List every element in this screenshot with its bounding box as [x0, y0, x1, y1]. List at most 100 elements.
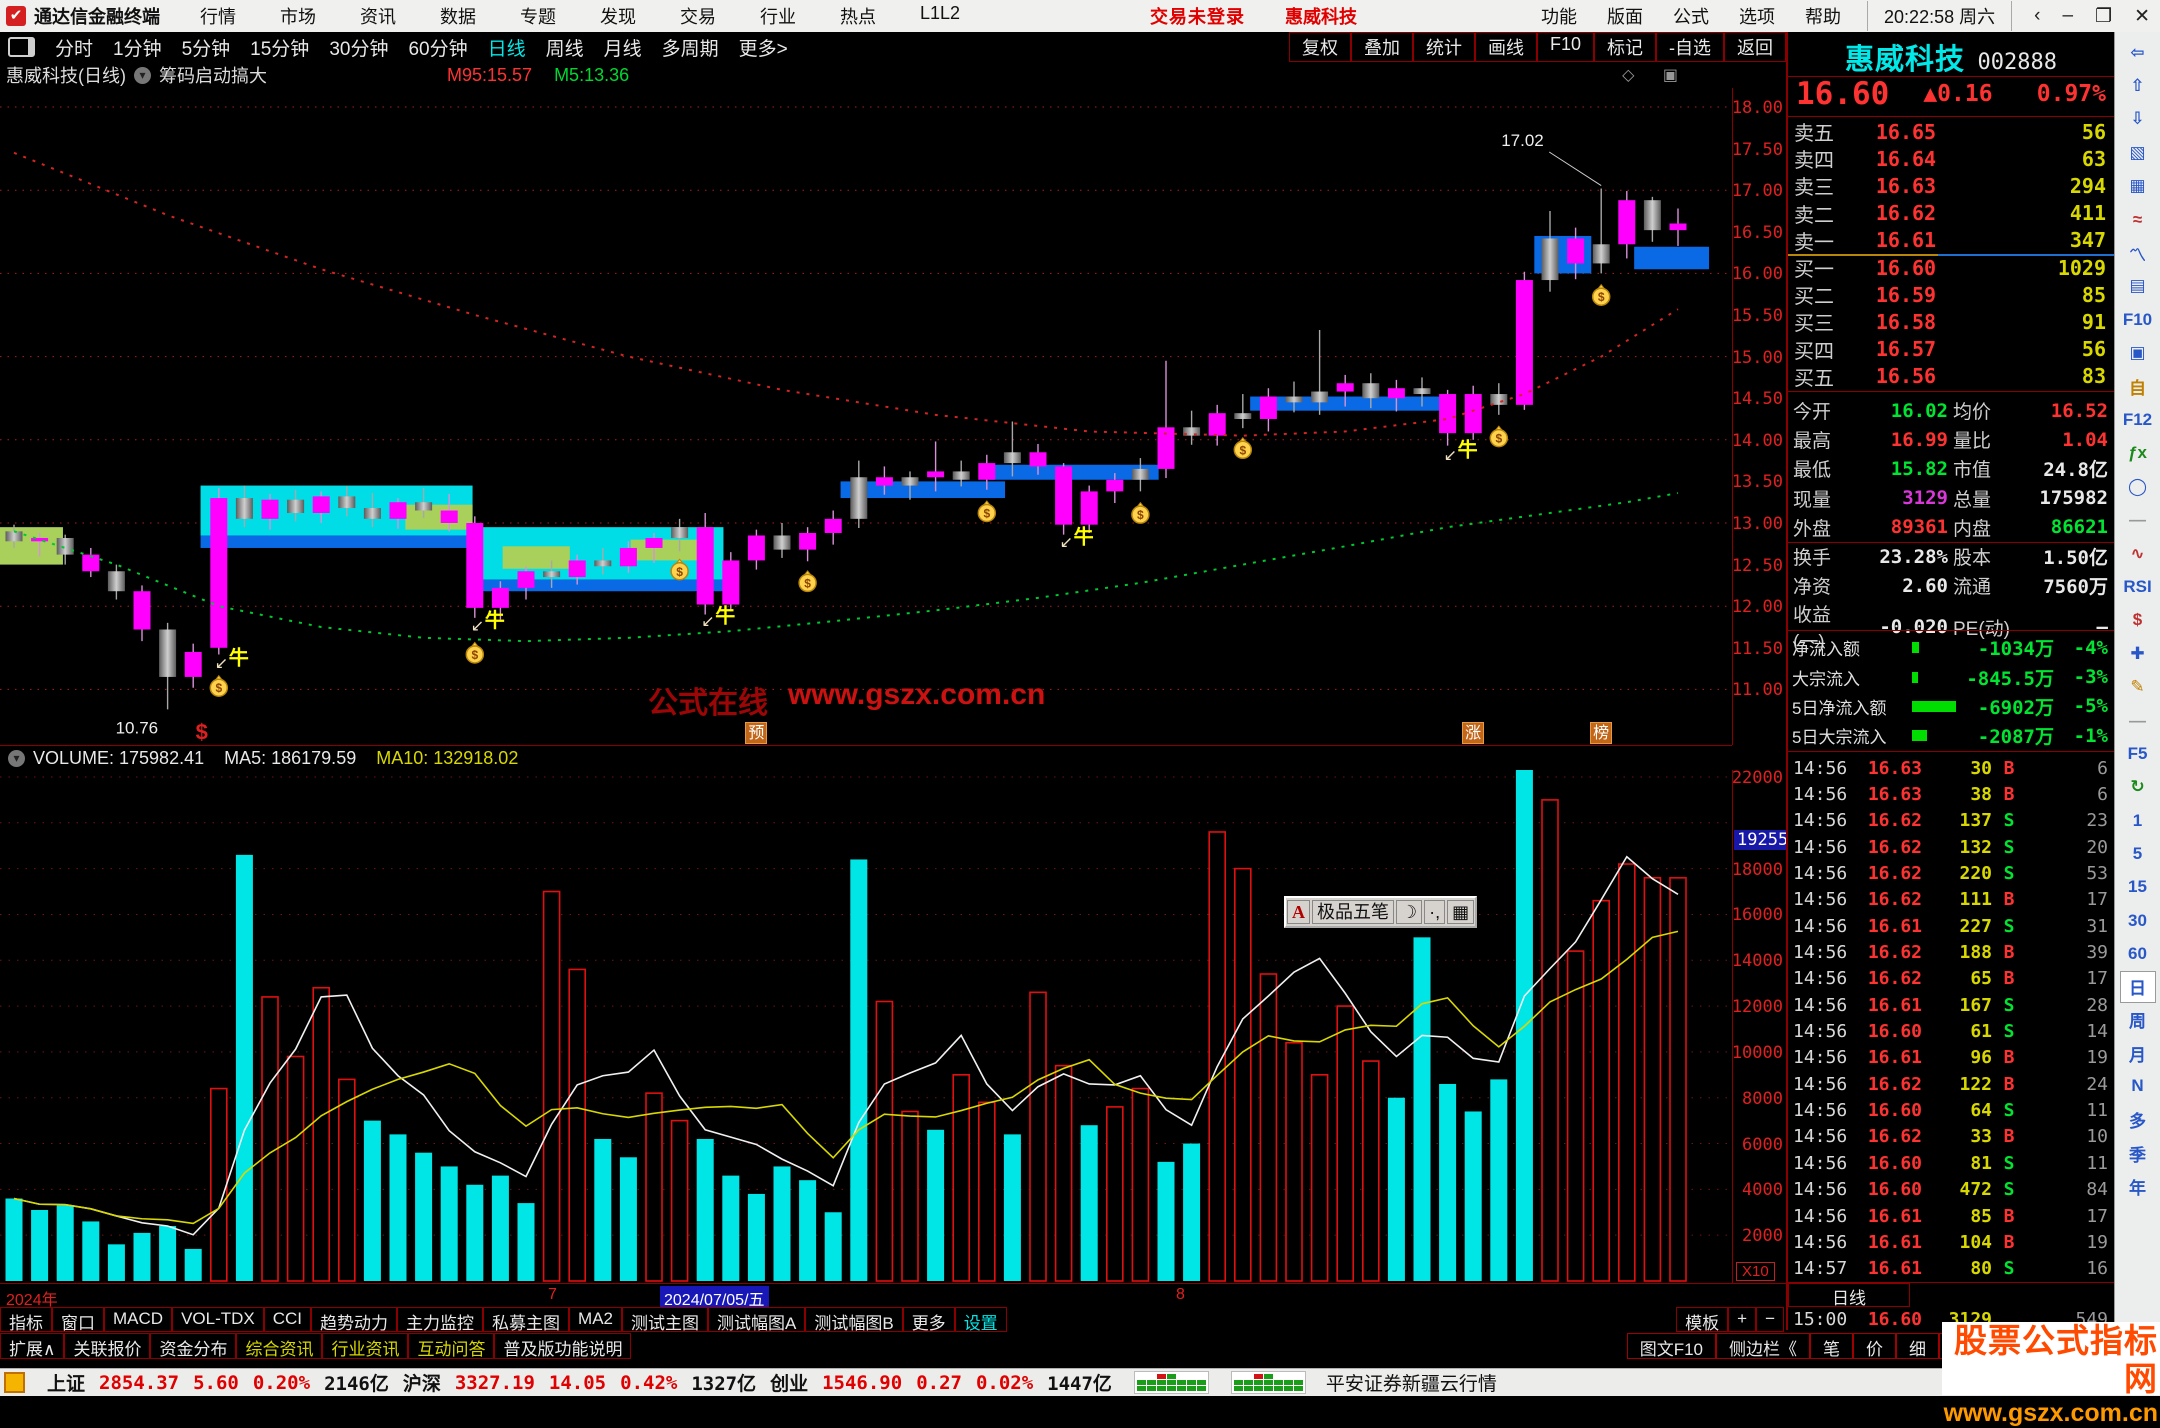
- side-tool-1[interactable]: 侧边栏《: [1716, 1333, 1810, 1359]
- tool-画线[interactable]: 画线: [1474, 32, 1537, 62]
- period-tab-9[interactable]: 多周期: [661, 38, 719, 60]
- strip-icon-16[interactable]: RSI: [2123, 576, 2152, 596]
- tab-私募主图[interactable]: 私募主图: [483, 1307, 570, 1333]
- info-tab-综合资讯[interactable]: 综合资讯: [236, 1333, 323, 1359]
- tool-标记[interactable]: 标记: [1594, 32, 1656, 62]
- book-row-1[interactable]: 卖四 16.64 63: [1788, 145, 2114, 173]
- tool-叠加[interactable]: 叠加: [1350, 32, 1413, 62]
- info-tab-互动问答[interactable]: 互动问答: [408, 1333, 495, 1359]
- strip-icon-14[interactable]: —: [2129, 510, 2146, 530]
- strip-icon-3[interactable]: ▧: [2129, 142, 2146, 162]
- book-row-7[interactable]: 买三 16.58 91: [1788, 308, 2114, 336]
- menu-1[interactable]: 市场: [280, 7, 316, 27]
- chart-header-icons[interactable]: ◇ ▣: [1622, 67, 1690, 84]
- menu-right-4[interactable]: 帮助: [1805, 7, 1842, 27]
- info-tab-普及版功能说明[interactable]: 普及版功能说明: [494, 1333, 632, 1359]
- index-name-2[interactable]: 创业: [770, 1374, 809, 1395]
- strip-icon-21[interactable]: F5: [2127, 743, 2148, 763]
- book-row-6[interactable]: 买二 16.59 85: [1788, 281, 2114, 309]
- strip-icon-12[interactable]: ƒx: [2128, 443, 2147, 463]
- period-tab-4[interactable]: 30分钟: [329, 38, 389, 60]
- window-control-0[interactable]: ‹: [2034, 4, 2041, 26]
- index-name-1[interactable]: 沪深: [402, 1374, 441, 1395]
- strip-icon-24[interactable]: 5: [2132, 844, 2143, 864]
- strip-icon-28[interactable]: 日: [2119, 970, 2156, 1003]
- layout-toggle-icon[interactable]: [8, 37, 35, 57]
- strip-icon-29[interactable]: 周: [2129, 1012, 2146, 1032]
- ime-punct-icon[interactable]: ·,: [1424, 900, 1446, 924]
- info-tab-资金分布[interactable]: 资金分布: [150, 1333, 237, 1359]
- strip-icon-15[interactable]: ∿: [2130, 543, 2145, 563]
- ime-mode-icon[interactable]: A: [1287, 900, 1310, 924]
- tab-测试主图[interactable]: 测试主图: [622, 1307, 708, 1333]
- strip-icon-13[interactable]: ◯: [2127, 476, 2148, 496]
- strip-icon-31[interactable]: N: [2131, 1076, 2144, 1096]
- book-row-3[interactable]: 卖二 16.62 411: [1788, 200, 2114, 227]
- side-tool-3[interactable]: 价: [1853, 1333, 1896, 1359]
- strip-icon-11[interactable]: F12: [2122, 409, 2153, 429]
- indicator-dropdown-icon[interactable]: ▾: [134, 66, 151, 84]
- tool-统计[interactable]: 统计: [1412, 32, 1475, 62]
- side-tool-0[interactable]: 图文F10: [1626, 1333, 1716, 1359]
- strip-icon-23[interactable]: 1: [2132, 810, 2143, 830]
- login-status[interactable]: 交易未登录: [1150, 7, 1246, 27]
- period-tab-3[interactable]: 15分钟: [250, 38, 310, 60]
- book-row-2[interactable]: 卖三 16.63 294: [1788, 172, 2114, 200]
- strip-icon-20[interactable]: —: [2129, 710, 2146, 730]
- menu-5[interactable]: 发现: [600, 7, 636, 27]
- menu-8[interactable]: 热点: [840, 7, 876, 27]
- period-tab-2[interactable]: 5分钟: [181, 38, 231, 60]
- strip-icon-30[interactable]: 月: [2129, 1045, 2146, 1065]
- window-control-3[interactable]: ✕: [2134, 5, 2150, 27]
- ime-keyboard-icon[interactable]: ▦: [1447, 900, 1475, 924]
- tab-主力监控[interactable]: 主力监控: [397, 1307, 484, 1333]
- ime-fullhalf-icon[interactable]: ☽: [1396, 900, 1423, 924]
- window-control-2[interactable]: ❐: [2095, 5, 2113, 27]
- period-tab-7[interactable]: 周线: [545, 38, 584, 60]
- tab-设置[interactable]: 设置: [954, 1307, 1007, 1333]
- menu-right-2[interactable]: 公式: [1673, 7, 1710, 27]
- login-stock-name[interactable]: 惠威科技: [1285, 7, 1358, 27]
- volume-chart[interactable]: [0, 770, 1732, 1283]
- menu-3[interactable]: 数据: [440, 7, 476, 27]
- hot-tag-预[interactable]: 预: [745, 722, 768, 744]
- indicator-name[interactable]: 筹码启动搞大: [159, 66, 267, 86]
- book-row-4[interactable]: 卖一 16.61 347: [1788, 227, 2114, 254]
- period-tab-5[interactable]: 60分钟: [408, 38, 468, 60]
- menu-right-1[interactable]: 版面: [1607, 7, 1644, 27]
- tab-VOL-TDX[interactable]: VOL-TDX: [172, 1307, 264, 1332]
- book-row-9[interactable]: 买五 16.56 83: [1788, 363, 2114, 390]
- strip-icon-2[interactable]: ⇩: [2130, 109, 2145, 129]
- tool-返回[interactable]: 返回: [1724, 32, 1786, 62]
- book-row-8[interactable]: 买四 16.57 56: [1788, 336, 2114, 363]
- info-tab-关联报价[interactable]: 关联报价: [64, 1333, 151, 1359]
- menu-7[interactable]: 行业: [760, 7, 796, 27]
- tab-趋势动力[interactable]: 趋势动力: [311, 1307, 398, 1333]
- template-tool-0[interactable]: 模板: [1676, 1307, 1729, 1333]
- tick-list[interactable]: 14:56 16.63 30 B 6 14:56 16.63 38 B 6 14:56 16.62 13…: [1788, 755, 2114, 1282]
- strip-icon-5[interactable]: ≈: [2132, 209, 2143, 229]
- template-tool-1[interactable]: +: [1728, 1307, 1757, 1332]
- tab-测试幅图A[interactable]: 测试幅图A: [708, 1307, 806, 1333]
- menu-4[interactable]: 专题: [520, 7, 556, 27]
- strip-icon-26[interactable]: 30: [2128, 910, 2147, 930]
- strip-icon-33[interactable]: 季: [2129, 1145, 2146, 1165]
- tab-窗口[interactable]: 窗口: [52, 1307, 104, 1333]
- tool--自选[interactable]: -自选: [1656, 32, 1724, 62]
- period-tab-10[interactable]: 更多>: [738, 38, 788, 60]
- strip-icon-34[interactable]: 年: [2129, 1179, 2146, 1199]
- menu-right-3[interactable]: 选项: [1739, 7, 1776, 27]
- template-tool-2[interactable]: −: [1756, 1307, 1784, 1332]
- menu-2[interactable]: 资讯: [360, 7, 396, 27]
- tab-MACD[interactable]: MACD: [104, 1307, 173, 1332]
- strip-icon-8[interactable]: F10: [2122, 309, 2153, 329]
- tool-复权[interactable]: 复权: [1288, 32, 1351, 62]
- book-row-0[interactable]: 卖五 16.65 56: [1788, 118, 2114, 146]
- side-tool-4[interactable]: 细: [1896, 1333, 1939, 1359]
- strip-icon-7[interactable]: ▤: [2129, 276, 2146, 296]
- hot-tag-榜[interactable]: 榜: [1590, 722, 1613, 744]
- market-status-icon[interactable]: [4, 1372, 25, 1393]
- info-tab-扩展∧[interactable]: 扩展∧: [0, 1333, 65, 1359]
- strip-icon-19[interactable]: ✎: [2130, 677, 2145, 697]
